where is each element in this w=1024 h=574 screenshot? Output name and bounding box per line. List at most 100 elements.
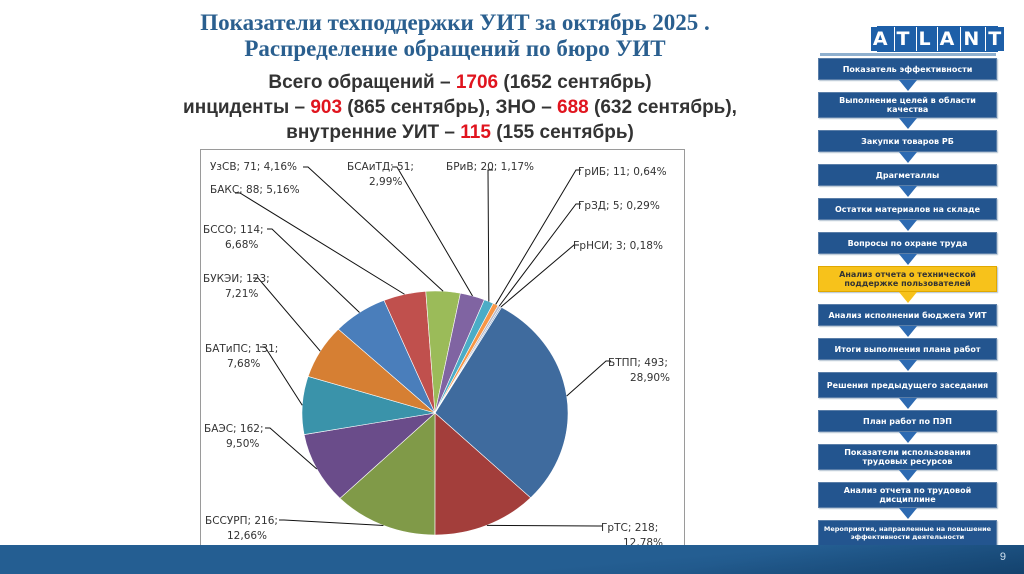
down-arrow-icon [899,152,917,163]
zno-value: 688 [557,97,589,118]
flow-step-label: Итоги выполнения плана работ [834,344,981,354]
down-arrow-icon [899,220,917,231]
flow-step-label: Вопросы по охране труда [847,238,968,248]
flow-step-label: Анализ отчета о технической поддержке по… [839,270,976,288]
flow-step-label: Выполнение целей в области качества [839,96,976,114]
title-line-2: Распределение обращений по бюро УИТ [244,36,666,61]
flow-step[interactable]: Анализ исполнении бюджета УИТ [818,304,997,337]
leader-line [566,360,611,397]
internal-value: 115 [460,122,491,143]
zno-prev: (632 сентябрь), [588,97,737,118]
slice-label: БССУРП; 216; [205,515,278,527]
logo-letter: L [915,27,934,51]
down-arrow-icon [899,360,917,371]
down-arrow-icon [899,432,917,443]
slice-label: УзСВ; 71; 4,16% [210,161,297,173]
pie-slice[interactable] [434,306,502,414]
down-arrow-icon [899,186,917,197]
slice-label: БАТиПС; 131; [205,343,278,355]
leader-line [253,277,321,352]
summary-block: Всего обращений – 1706 (1652 сентябрь) и… [100,70,820,145]
down-arrow-icon [899,508,917,519]
incidents-value: 903 [310,97,343,118]
flow-step[interactable]: Остатки материалов на складе [818,198,997,231]
leader-line [498,203,581,307]
down-arrow-icon [899,254,917,265]
flow-step[interactable]: Вопросы по охране труда [818,232,997,265]
flow-step[interactable]: Показатели использования трудовых ресурс… [818,444,997,481]
slice-label: БУКЭИ; 123; [203,273,270,285]
leader-line [265,427,318,470]
slice-label: БАЭС; 162; [204,423,264,435]
flow-step-label: Решения предыдущего заседания [826,380,989,390]
slice-label: БАКС; 88; 5,16% [210,184,300,196]
pie-slice[interactable] [434,306,569,499]
slice-label: 7,68% [227,358,260,370]
flow-step-label: Показатели использования трудовых ресурс… [844,448,971,466]
slice-label: БССО; 114; [203,224,264,236]
flow-step[interactable]: Показатель эффективности [818,58,997,91]
title-line-1: Показатели техподдержки УИТ за октябрь 2… [200,10,710,35]
slice-label: БСАиТД; 51; [347,161,414,173]
logo-letter: T [893,27,913,51]
leader-line [267,228,360,313]
leader-line [279,519,384,526]
flow-step[interactable]: Драгметаллы [818,164,997,197]
logo-underline [820,53,996,56]
flow-step-label: Анализ исполнении бюджета УИТ [828,310,987,320]
total-prev: (1652 сентябрь) [498,72,652,93]
flow-step-label: Закупки товаров РБ [861,136,954,146]
leader-line [495,169,581,305]
slice-label: 6,68% [225,239,258,251]
total-value: 1706 [455,72,499,93]
slice-label: БРиВ; 20; 1,17% [446,161,534,173]
slice-label: ГрЗД; 5; 0,29% [578,200,660,212]
footer-bar [0,545,1024,574]
flow-step[interactable]: Анализ отчета о технической поддержке по… [818,266,997,303]
flow-step-label: Показатель эффективности [842,64,973,74]
slice-label: ГрТС; 218; [601,522,658,534]
incidents-label: инциденты – [183,97,311,118]
down-arrow-icon [899,80,917,91]
slice-label: 12,66% [227,530,267,542]
leader-line [303,166,444,292]
down-arrow-icon [899,398,917,409]
flow-step[interactable]: План работ по ПЭП [818,410,997,443]
logo-letter: A [936,27,958,51]
flow-step[interactable]: Закупки товаров РБ [818,130,997,163]
flow-step[interactable]: Выполнение целей в области качества [818,92,997,129]
page-number: 9 [999,551,1006,563]
total-label: Всего обращений – [268,72,456,93]
flow-step[interactable]: Мероприятия, направленные на повышение э… [818,520,997,546]
slide-title: Показатели техподдержки УИТ за октябрь 2… [130,10,780,62]
slice-label: ГрНСИ; 3; 0,18% [573,240,663,252]
flow-step-label: Мероприятия, направленные на повышение э… [823,525,992,541]
logo-letter: A [870,27,891,51]
incidents-prev: (865 сентябрь), ЗНО – [342,97,558,118]
agenda-flowchart: Показатель эффективности Выполнение целей… [818,58,997,558]
flow-step-label: Остатки материалов на складе [835,204,980,214]
down-arrow-icon [899,118,917,129]
leader-line [486,524,603,527]
slice-label: 9,50% [226,438,259,450]
leader-line [260,346,303,406]
internal-prev: (155 сентябрь) [490,122,634,143]
flow-step[interactable]: Анализ отчета по трудовой дисциплине [818,482,997,519]
internal-label: внутренние УИТ – [286,122,461,143]
slice-label: 2,99% [369,176,402,188]
logo-letter: N [960,27,983,51]
flow-step[interactable]: Решения предыдущего заседания [818,372,997,409]
leader-line [235,192,405,295]
pie-slice[interactable] [434,412,532,536]
slice-label: 28,90% [630,372,670,384]
logo-letter: T [985,27,1005,51]
down-arrow-icon [899,326,917,337]
down-arrow-icon [899,292,917,303]
leader-line [487,169,493,302]
summary-internal: внутренние УИТ – 115 (155 сентябрь) [100,120,820,145]
slice-label: 7,21% [225,288,258,300]
slice-label: ГрИБ; 11; 0,64% [578,166,667,178]
flow-step[interactable]: Итоги выполнения плана работ [818,338,997,371]
pie-slice[interactable] [303,412,436,499]
